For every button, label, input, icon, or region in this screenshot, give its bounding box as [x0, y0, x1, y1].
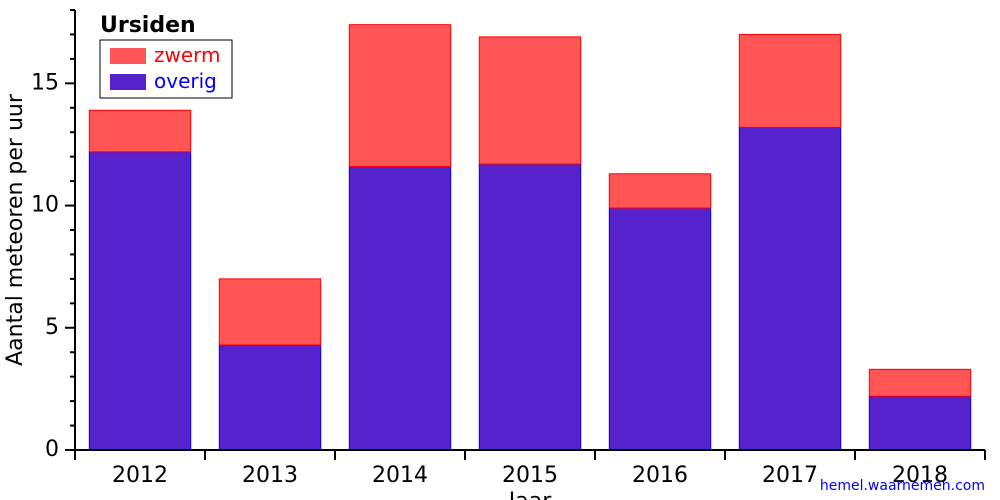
legend-label: overig — [154, 69, 217, 93]
bar-overig — [739, 127, 840, 450]
y-tick-label: 15 — [31, 70, 59, 95]
attribution-text: hemel.waarnemen.com — [820, 478, 985, 494]
legend-swatch — [110, 48, 146, 64]
bar-overig — [479, 164, 580, 450]
bar-overig — [869, 396, 970, 450]
x-tick-label: 2014 — [372, 463, 428, 488]
y-tick-label: 5 — [45, 315, 59, 340]
bar-overig — [349, 166, 450, 450]
bar-zwerm — [219, 279, 320, 345]
x-tick-label: 2016 — [632, 463, 688, 488]
bar-zwerm — [869, 369, 970, 396]
bar-overig — [89, 152, 190, 450]
legend-swatch — [110, 74, 146, 90]
x-tick-label: 2015 — [502, 463, 558, 488]
x-tick-label: 2012 — [112, 463, 168, 488]
x-axis-label: Jaar — [507, 489, 552, 500]
bar-overig — [219, 345, 320, 450]
x-tick-label: 2013 — [242, 463, 298, 488]
bar-overig — [609, 208, 710, 450]
y-tick-label: 0 — [45, 437, 59, 462]
bar-zwerm — [479, 37, 580, 164]
y-axis-label: Aantal meteoren per uur — [3, 93, 28, 366]
legend-label: zwerm — [154, 43, 221, 67]
bar-zwerm — [349, 25, 450, 167]
x-tick-label: 2017 — [762, 463, 818, 488]
bar-zwerm — [89, 110, 190, 152]
stacked-bar-chart: 0510152012201320142015201620172018JaarAa… — [0, 0, 1000, 500]
bar-zwerm — [609, 174, 710, 208]
y-tick-label: 10 — [31, 193, 59, 218]
bar-zwerm — [739, 34, 840, 127]
chart-title: Ursiden — [100, 13, 196, 38]
